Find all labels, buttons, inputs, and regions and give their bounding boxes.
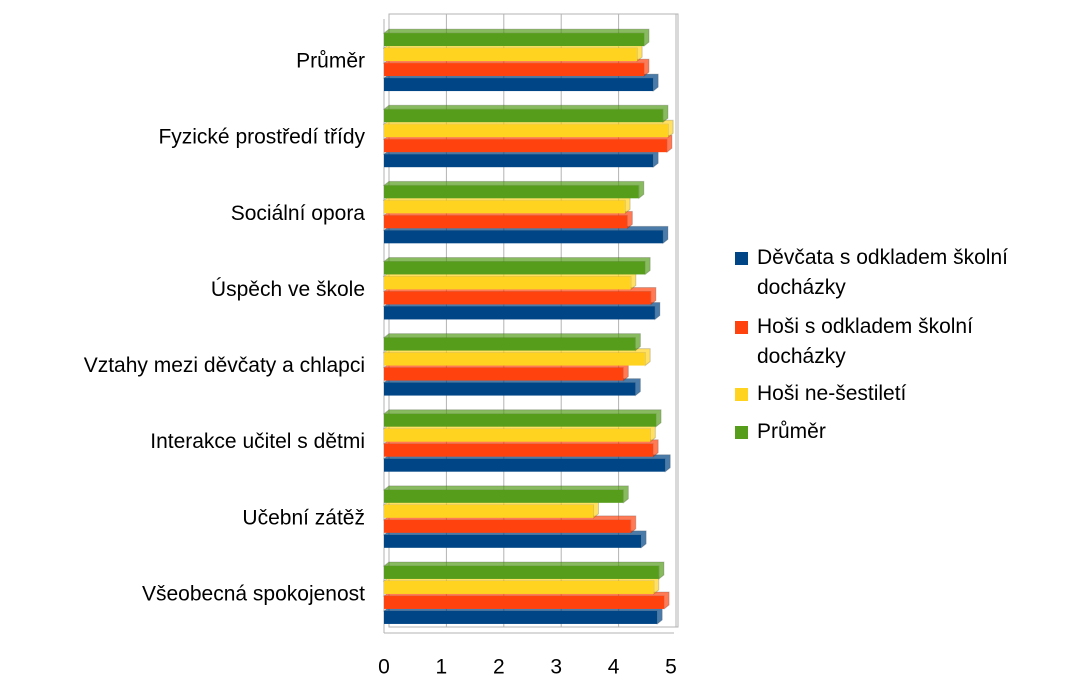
bar-face [384,276,631,290]
bar [382,409,662,428]
y-tick-label: Vztahy mezi děvčaty a chlapci [84,354,365,377]
bar-face [384,519,631,533]
bar [382,439,659,458]
legend-swatch [735,321,748,334]
bar-face [384,458,666,472]
bar-face [384,382,636,396]
legend-entry: Hoši ne-šestiletí [735,379,1055,409]
bar [382,225,669,245]
bar [382,73,659,93]
bar-face [384,291,651,305]
bar-face [384,504,594,518]
bar [382,256,651,276]
y-tick-label: Průměr [296,50,365,73]
bar-face [384,428,651,442]
bar [382,119,674,139]
legend-label: Průměr [757,420,826,443]
y-tick-label: Fyzické prostředí třídy [158,126,365,149]
bar [382,515,637,534]
bar [382,454,671,473]
bar [382,134,673,154]
bar [382,149,659,169]
bar [382,28,650,48]
bar [382,180,645,200]
bar-face [384,610,658,624]
bar-face [384,261,646,275]
y-tick-label: Všeobecná spokojenost [142,582,365,605]
x-tick-label: 1 [436,656,448,679]
legend-swatch [735,426,748,439]
x-tick-label: 5 [665,656,677,679]
bar-face [384,367,624,381]
bar [382,43,643,63]
bar-face [384,63,645,77]
bar-face [384,78,654,92]
bar [382,286,657,306]
bar-face [384,230,663,244]
legend-entry: Průměr [735,417,1055,447]
legend-swatch [735,252,748,265]
legend-label: Hoši s odkladem školní docházky [757,315,973,368]
bar [382,210,633,230]
bar-face [384,185,639,199]
bar-face [384,48,638,62]
bar [382,363,629,382]
bar-face [384,33,645,47]
bar [382,576,660,595]
legend-entry: Hoši s odkladem školní docházky [735,312,1055,372]
bar-face [384,109,663,123]
bar-face [384,443,654,457]
bar [382,424,656,443]
bar-face [384,337,636,351]
y-tick-label: Interakce učitel s dětmi [150,430,365,453]
bar-face [384,489,624,503]
bar-face [384,595,665,609]
y-tick-label: Sociální opora [231,202,366,225]
bar [382,485,629,504]
bar [382,333,641,352]
bar [382,561,665,580]
bar-face [384,306,655,320]
legend-label: Děvčata s odkladem školní docházky [757,246,1008,299]
bar [382,195,631,215]
x-tick-label: 3 [550,656,562,679]
bar [382,348,651,367]
bar-face [384,154,654,168]
bar [382,301,661,321]
bar-face [384,139,667,153]
bar-face [384,215,628,229]
bar [382,104,669,124]
legend-label: Hoši ne-šestiletí [757,382,907,405]
legend-entry: Děvčata s odkladem školní docházky [735,243,1055,303]
x-tick-label: 2 [493,656,505,679]
bar [382,58,650,78]
x-tick-label: 0 [378,656,390,679]
bar [382,378,641,397]
bar [382,591,670,610]
bar [382,271,637,291]
bar [382,606,663,625]
bar-face [384,580,654,594]
legend-swatch [735,388,748,401]
bar-face [384,565,659,579]
x-tick-label: 4 [608,656,620,679]
bar-face [384,200,626,214]
bar [382,500,600,519]
bar-face [384,352,646,366]
bar-face [384,534,642,548]
y-tick-label: Učební zátěž [242,506,365,529]
y-tick-label: Úspěch ve škole [211,278,365,301]
bar-face [384,413,657,427]
bar [382,530,647,549]
bar-face [384,124,669,138]
